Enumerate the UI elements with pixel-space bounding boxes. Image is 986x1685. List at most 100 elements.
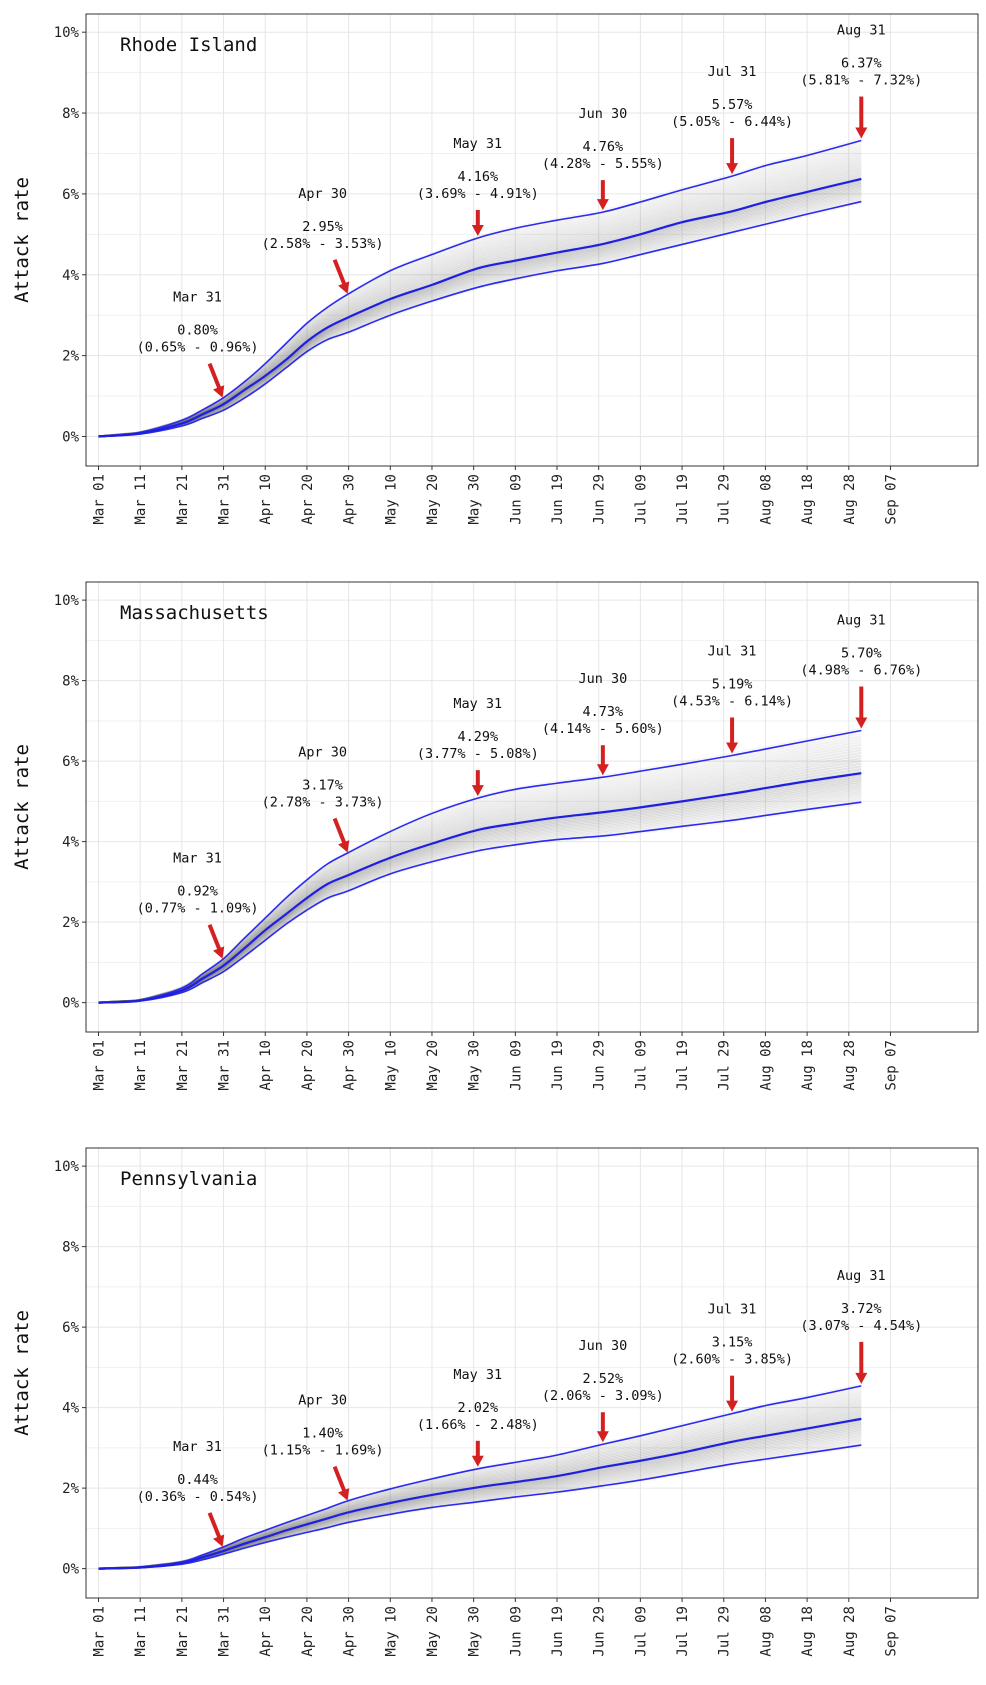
ensemble-line [98, 1406, 862, 1570]
panel-border [85, 581, 979, 1033]
x-tick-label: Jun 09 [508, 474, 524, 525]
ensemble-line [98, 1397, 862, 1570]
annotation-ci: (0.77% - 1.09%) [137, 901, 259, 917]
ensemble-line [98, 784, 862, 1004]
x-tick-label: Jul 19 [675, 1606, 691, 1657]
ensemble-line [98, 164, 862, 438]
ensemble-line [98, 169, 862, 438]
median-line [98, 1417, 862, 1570]
upper-bound-line [98, 1385, 862, 1570]
ensemble-line [98, 1436, 862, 1570]
x-tick-label: May 10 [383, 1040, 399, 1091]
y-tick-label: 8% [62, 106, 79, 122]
ensemble-line [98, 187, 862, 438]
annotation-date: May 31 [453, 1367, 502, 1383]
x-tick-label: Jul 09 [633, 1606, 649, 1657]
ensemble-line [98, 1402, 862, 1570]
x-tick-label: Apr 20 [300, 1606, 316, 1657]
ensemble-line [98, 754, 862, 1004]
annotation-value: 5.57% [712, 97, 753, 113]
annotation-ci: (1.15% - 1.69%) [262, 1443, 384, 1459]
ensemble-line [98, 757, 862, 1004]
annotation-date: Jun 30 [578, 1338, 627, 1354]
x-tick-label: Aug 08 [758, 1606, 774, 1657]
annotation-date: Jun 30 [578, 106, 627, 122]
x-tick-label: May 20 [425, 1606, 441, 1657]
arrow-shaft [332, 1465, 347, 1492]
y-axis-label: Attack rate [11, 744, 33, 870]
arrow-shaft [207, 924, 221, 950]
lower-bound-line [98, 801, 862, 1004]
upper-bound-line [98, 139, 862, 438]
ensemble-line [98, 193, 862, 438]
arrow-head [726, 742, 739, 754]
annotation-date: Jul 31 [708, 64, 757, 80]
annotation-ci: (1.66% - 2.48%) [417, 1417, 539, 1433]
ensemble-line [98, 190, 862, 438]
annotation-arrow [855, 96, 868, 139]
annotation-date: Jul 31 [708, 1302, 757, 1318]
x-tick-label: Mar 11 [133, 474, 149, 525]
x-tick-label: May 10 [383, 1606, 399, 1657]
y-tick-label: 8% [62, 674, 79, 690]
x-tick-label: Apr 30 [342, 1606, 358, 1657]
annotation-value: 4.76% [583, 139, 624, 155]
annotation-arrow [332, 817, 350, 853]
ensemble-line [98, 166, 862, 438]
annotation-date: Mar 31 [173, 851, 222, 867]
x-tick-label: Aug 08 [758, 474, 774, 525]
x-tick-label: Jun 19 [550, 1040, 566, 1091]
x-tick-label: Aug 28 [842, 1606, 858, 1657]
ensemble-line [98, 185, 862, 438]
annotation-date: Jun 30 [578, 671, 627, 687]
y-tick-label: 10% [54, 25, 80, 41]
x-tick-label: Aug 28 [842, 474, 858, 525]
ensemble-line [98, 182, 862, 438]
panel-title: Massachusetts [120, 602, 269, 624]
annotation-value: 0.44% [177, 1472, 218, 1488]
ensemble-line [98, 1428, 862, 1570]
annotation-arrow [855, 1341, 868, 1384]
x-tick-label: Mar 11 [133, 1040, 149, 1091]
ensemble-line [98, 1435, 862, 1570]
ensemble-line [98, 195, 862, 438]
x-tick-label: Apr 30 [342, 1040, 358, 1091]
arrow-head [596, 199, 609, 211]
ensemble-line [98, 188, 862, 438]
x-tick-label: Jul 09 [633, 1040, 649, 1091]
x-tick-label: Sep 07 [883, 1040, 899, 1091]
y-tick-label: 4% [62, 835, 79, 851]
x-tick-label: May 20 [425, 1040, 441, 1091]
annotation-arrow [726, 138, 739, 175]
y-tick-label: 0% [62, 1562, 79, 1578]
annotation-date: Aug 31 [837, 23, 886, 39]
ensemble-line [98, 161, 862, 438]
ensemble-line [98, 1408, 862, 1570]
x-tick-label: Jun 29 [592, 474, 608, 525]
y-tick-label: 2% [62, 1481, 79, 1497]
x-tick-label: Mar 01 [92, 1606, 108, 1657]
arrow-head [855, 1372, 868, 1384]
annotation-date: Apr 30 [298, 186, 347, 202]
ensemble-line [98, 184, 862, 438]
y-tick-label: 0% [62, 996, 79, 1012]
arrow-shaft [207, 1512, 221, 1538]
x-tick-label: Jul 09 [633, 474, 649, 525]
annotation-ci: (2.78% - 3.73%) [262, 794, 384, 810]
annotation-arrow [596, 1412, 609, 1443]
annotation-arrow [726, 1375, 739, 1412]
x-tick-label: May 20 [425, 474, 441, 525]
ensemble-line [98, 191, 862, 438]
annotation-arrow [471, 770, 484, 797]
ensemble-line [98, 791, 862, 1004]
annotation-date: Jul 31 [708, 643, 757, 659]
annotation-arrow [471, 1440, 484, 1467]
y-tick-label: 6% [62, 754, 79, 770]
annotation-arrow [207, 924, 225, 959]
annotation-ci: (0.65% - 0.96%) [137, 340, 259, 356]
lower-bound-line [98, 1444, 862, 1570]
annotation-value: 1.40% [302, 1426, 343, 1442]
y-tick-label: 4% [62, 268, 79, 284]
annotation-arrow [855, 686, 868, 729]
upper-bound-line [98, 729, 862, 1004]
